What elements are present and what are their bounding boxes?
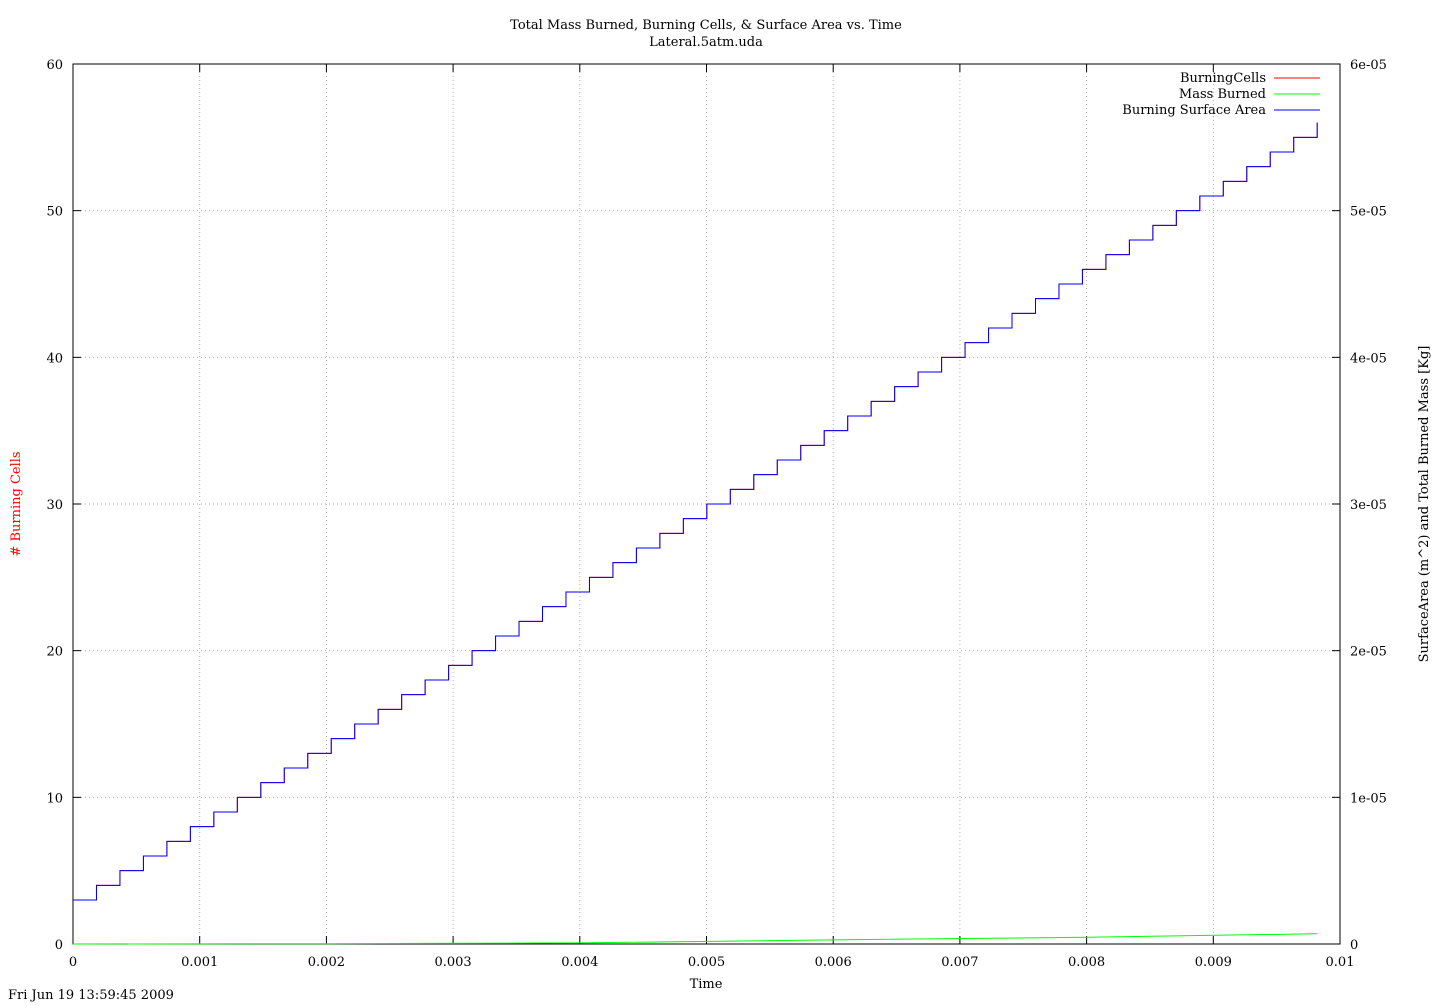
x-tick-label: 0.003 (434, 955, 471, 970)
chart-title: Total Mass Burned, Burning Cells, & Surf… (510, 18, 902, 33)
series-line-mass-burned (72, 933, 1318, 945)
chart-subtitle: Lateral.5atm.uda (649, 35, 763, 50)
axis-ticks: 0 0.001 0.002 0.003 0.004 0.005 0.006 0.007 0.00… (46, 58, 1386, 970)
y-right-tick-label: 1e-05 (1350, 791, 1387, 806)
x-tick-label: 0 (69, 955, 77, 970)
x-tick-label: 0.01 (1326, 955, 1355, 970)
series-line-burningcells (73, 122, 1318, 901)
y-left-tick-label: 20 (46, 645, 63, 660)
x-tick-label: 0.001 (181, 955, 218, 970)
y-left-tick-label: 0 (55, 938, 63, 953)
x-tick-label: 0.004 (561, 955, 598, 970)
x-tick-label: 0.007 (941, 955, 978, 970)
series-lines (72, 122, 1318, 945)
legend-label: BurningCells (1180, 71, 1266, 86)
x-tick-label: 0.005 (688, 955, 725, 970)
y-left-tick-label: 50 (46, 205, 63, 220)
y-right-tick-label: 0 (1350, 938, 1358, 953)
x-axis-label: Time (690, 977, 723, 992)
plot-timestamp: Fri Jun 19 13:59:45 2009 (8, 988, 174, 1003)
y-right-tick-label: 3e-05 (1350, 498, 1387, 513)
y-right-tick-label: 4e-05 (1350, 351, 1387, 366)
x-tick-label: 0.009 (1195, 955, 1232, 970)
series-line-burning-surface-area (73, 122, 1318, 901)
y-right-tick-label: 2e-05 (1350, 645, 1387, 660)
x-tick-label: 0.002 (308, 955, 345, 970)
y-left-tick-label: 40 (46, 351, 63, 366)
y-right-tick-label: 6e-05 (1350, 58, 1387, 73)
x-tick-label: 0.006 (815, 955, 852, 970)
x-tick-label: 0.008 (1068, 955, 1105, 970)
legend-label: Mass Burned (1179, 87, 1266, 102)
y-axis-left-label: # Burning Cells (9, 451, 24, 556)
y-left-tick-label: 60 (46, 58, 63, 73)
y-left-tick-label: 30 (46, 498, 63, 513)
y-axis-right-label: SurfaceArea (m^2) and Total Burned Mass … (1417, 346, 1432, 663)
y-left-tick-label: 10 (46, 791, 63, 806)
legend-label: Burning Surface Area (1122, 103, 1266, 118)
y-right-tick-label: 5e-05 (1350, 205, 1387, 220)
